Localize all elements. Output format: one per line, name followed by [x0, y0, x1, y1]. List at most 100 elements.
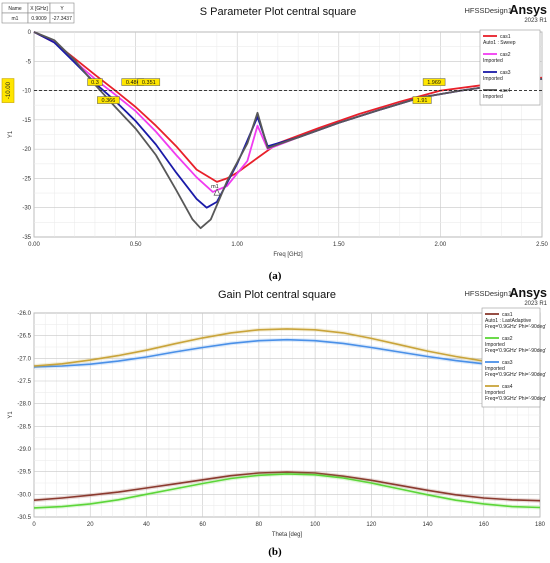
marker-table-value: 0.9009 — [31, 16, 47, 22]
x-tick-label: 0.50 — [130, 242, 142, 248]
series-line-cas4 — [33, 31, 543, 230]
y-tick-label: -26.0 — [17, 311, 31, 317]
legend-entry-freq: Freq='0.9GHz' Phi='-90deg' — [485, 324, 546, 330]
x-tick-label: 0 — [32, 522, 36, 528]
y-tick-label: -30.5 — [17, 515, 31, 521]
x-tick-label: 1.50 — [333, 242, 345, 248]
marker-table-value: -27.3437 — [52, 16, 72, 22]
y-tick-label: -28.5 — [17, 424, 31, 430]
s-parameter-chart: S Parameter Plot central square HFSSDesig… — [1, 2, 548, 258]
legend-entry-source: Auto1 : LastAdaptive — [485, 318, 531, 324]
y-tick-label: -10 — [22, 89, 31, 95]
legend-entry-name: cas3 — [500, 70, 511, 76]
legend-entry-source: Imported — [485, 390, 505, 396]
legend-entry-name: cas4 — [500, 88, 511, 94]
legend-entry-source: Imported — [485, 342, 505, 348]
version-label: 2023 R1 — [524, 18, 547, 24]
x-axis-label: Theta [deg] — [272, 532, 303, 538]
y-tick-label: -35 — [22, 235, 31, 241]
crossing-tag-box — [412, 96, 432, 104]
legend-entry-source: Auto1 : Sweep — [483, 40, 516, 46]
design-name: HFSSDesign1 — [464, 6, 512, 15]
marker-table-header: Name — [8, 6, 22, 12]
y-axis-label: Y1 — [8, 130, 14, 138]
x-tick-label: 100 — [310, 522, 321, 528]
ansys-logo-text: Ansys — [509, 288, 547, 300]
x-tick-label: 2.50 — [536, 242, 548, 248]
chart-title: Gain Plot central square — [218, 289, 336, 301]
marker-table-value: m1 — [12, 16, 19, 22]
legend-entry-name: cas4 — [502, 384, 513, 390]
caption-a: (a) — [268, 270, 282, 282]
legend-entry-source: Imported — [485, 366, 505, 372]
gain-panel: Gain Plot central square HFSSDesign1 Ansys… — [0, 288, 550, 563]
crossing-tag-box — [87, 78, 103, 86]
reference-value-label: -10.00 — [6, 81, 12, 99]
series-line-cas4 — [33, 328, 541, 367]
legend-entry-source: Imported — [483, 76, 503, 82]
y-tick-label: -25 — [22, 176, 31, 182]
gain-chart: Gain Plot central square HFSSDesign1Ansys… — [8, 288, 548, 538]
marker-table-header: Y — [60, 6, 64, 12]
x-tick-label: 60 — [199, 522, 206, 528]
x-tick-label: 80 — [256, 522, 263, 528]
legend-entry-name: cas3 — [502, 360, 513, 366]
series-line-cas3 — [33, 338, 541, 368]
x-tick-label: 40 — [143, 522, 150, 528]
marker-m1-icon — [213, 188, 221, 196]
legend-entry-source: Imported — [483, 58, 503, 64]
marker-m1-label: m1 — [211, 184, 219, 190]
crossing-tag-label: 1.91 — [417, 98, 428, 104]
version-label: 2023 R1 — [524, 301, 547, 307]
crossing-tag-label: 1.969 — [427, 80, 441, 86]
x-tick-label: 180 — [535, 522, 546, 528]
crossing-tag-box — [422, 78, 446, 86]
marker-table-cell — [49, 12, 75, 24]
y-tick-label: -27.0 — [17, 356, 31, 362]
y-tick-label: -30 — [22, 206, 31, 212]
marker-table-header: X [GHz] — [30, 6, 48, 12]
caption-b: (b) — [268, 546, 282, 558]
legend-box — [481, 307, 541, 408]
legend-entry-name: cas1 — [502, 312, 513, 318]
chart-title: S Parameter Plot central square — [200, 6, 357, 18]
x-tick-label: 2.00 — [435, 242, 447, 248]
legend-entry-source: Imported — [483, 94, 503, 100]
series-line-cas1 — [33, 471, 541, 502]
crossing-tag-label: 0.366 — [101, 98, 115, 104]
y-axis-label: Y1 — [8, 411, 14, 419]
crossing-tag-label: 0.3 — [91, 80, 99, 86]
reference-value-box — [1, 78, 15, 103]
x-tick-label: 120 — [366, 522, 377, 528]
design-name: HFSSDesign1 — [464, 289, 512, 298]
y-tick-label: -26.5 — [17, 334, 31, 340]
ansys-logo-text: Ansys — [509, 3, 547, 17]
legend-entry-name: cas2 — [500, 52, 511, 58]
y-tick-label: -5 — [26, 59, 32, 65]
y-tick-label: 0 — [28, 30, 32, 36]
crossing-tag-label: 0.351 — [142, 80, 156, 86]
y-tick-label: -15 — [22, 118, 31, 124]
x-axis-label: Freq [GHz] — [273, 252, 303, 258]
x-tick-label: 20 — [87, 522, 94, 528]
y-tick-label: -28.0 — [17, 402, 31, 408]
x-tick-label: 0.00 — [28, 242, 40, 248]
crossing-tag-box — [97, 96, 120, 104]
y-tick-label: -29.0 — [17, 447, 31, 453]
crossing-tag-label: 0.486 — [126, 80, 140, 86]
x-tick-label: 140 — [423, 522, 434, 528]
y-tick-label: -29.5 — [17, 470, 31, 476]
y-tick-label: -30.0 — [17, 492, 31, 498]
legend-entry-freq: Freq='0.9GHz' Phi='-90deg' — [485, 372, 546, 378]
y-tick-label: -20 — [22, 147, 31, 153]
series-line-cas2 — [33, 473, 541, 509]
s-parameter-panel: S Parameter Plot central square HFSSDesig… — [1, 2, 548, 282]
legend-entry-name: cas1 — [500, 34, 511, 40]
legend-entry-name: cas2 — [502, 336, 513, 342]
legend-entry-freq: Freq='0.9GHz' Phi='-90deg' — [485, 348, 546, 354]
series-line-cas1 — [33, 31, 543, 183]
crossing-tag-box — [137, 78, 161, 86]
x-tick-label: 1.00 — [231, 242, 243, 248]
legend-box — [479, 29, 541, 106]
legend-entry-freq: Freq='0.9GHz' Phi='-90deg' — [485, 396, 546, 402]
